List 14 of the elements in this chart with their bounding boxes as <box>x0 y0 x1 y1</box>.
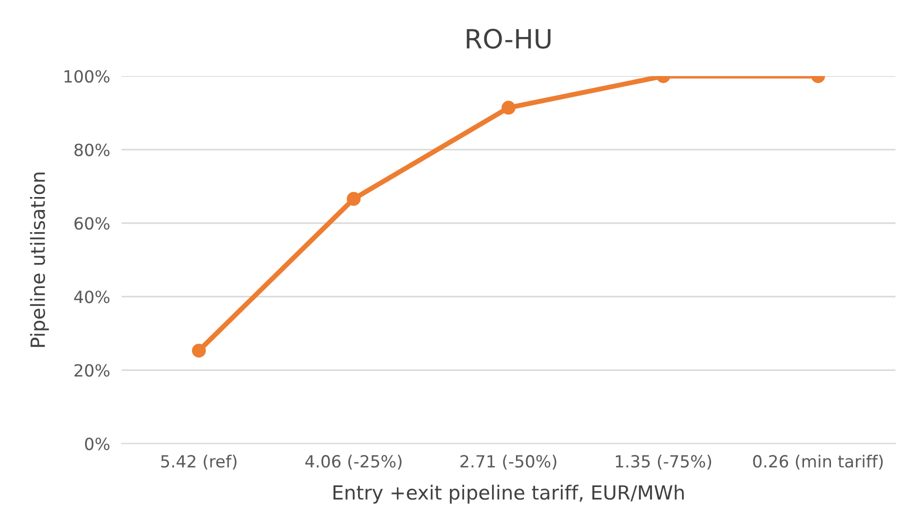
y-tick-label: 100% <box>64 70 110 83</box>
x-tick-label: 0.26 (min tariff) <box>753 454 883 470</box>
y-tick-label: 40% <box>74 290 110 304</box>
y-tick-label: 80% <box>74 144 110 156</box>
y-tick-label: 20% <box>74 364 110 377</box>
x-tick-label: 4.06 (-25%) <box>305 454 402 470</box>
y-axis-title: Pipeline utilisation <box>30 172 49 347</box>
x-tick-label: 2.71 (-50%) <box>460 454 556 470</box>
y-tick-label: 60% <box>74 217 110 230</box>
x-axis-title: Entry +exit pipeline tariff, EUR/MWh <box>334 484 684 504</box>
x-tick-label: 5.42 (ref) <box>161 454 236 470</box>
x-tick-label: 1.35 (-75%) <box>616 454 712 470</box>
y-tick-label: 0% <box>85 438 110 450</box>
chart-title: RO-HU <box>466 28 550 49</box>
